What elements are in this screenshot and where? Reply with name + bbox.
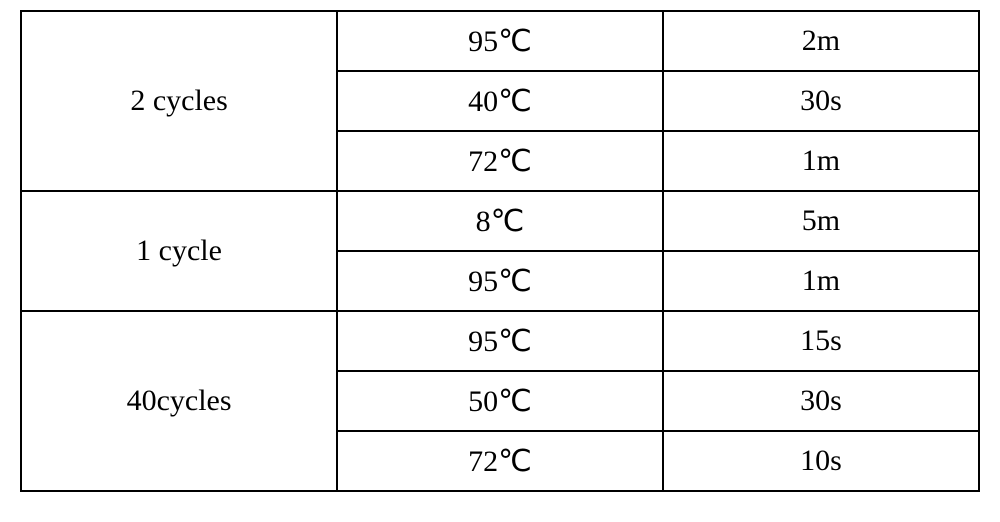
- table-row: 40cycles 95℃ 15s: [21, 311, 979, 371]
- temp-cell: 72℃: [337, 131, 663, 191]
- time-cell: 30s: [663, 371, 979, 431]
- cycles-cell: 2 cycles: [21, 11, 337, 191]
- time-cell: 15s: [663, 311, 979, 371]
- temp-cell: 72℃: [337, 431, 663, 491]
- pcr-cycles-table-container: 2 cycles 95℃ 2m 40℃ 30s 72℃ 1m 1 cycle 8…: [20, 10, 980, 492]
- temp-cell: 95℃: [337, 311, 663, 371]
- cycles-cell: 40cycles: [21, 311, 337, 491]
- temp-cell: 95℃: [337, 11, 663, 71]
- time-cell: 10s: [663, 431, 979, 491]
- time-cell: 2m: [663, 11, 979, 71]
- temp-cell: 50℃: [337, 371, 663, 431]
- temp-cell: 40℃: [337, 71, 663, 131]
- time-cell: 1m: [663, 251, 979, 311]
- time-cell: 5m: [663, 191, 979, 251]
- temp-cell: 8℃: [337, 191, 663, 251]
- table-row: 2 cycles 95℃ 2m: [21, 11, 979, 71]
- cycles-cell: 1 cycle: [21, 191, 337, 311]
- temp-cell: 95℃: [337, 251, 663, 311]
- time-cell: 1m: [663, 131, 979, 191]
- pcr-cycles-table: 2 cycles 95℃ 2m 40℃ 30s 72℃ 1m 1 cycle 8…: [20, 10, 980, 492]
- time-cell: 30s: [663, 71, 979, 131]
- table-row: 1 cycle 8℃ 5m: [21, 191, 979, 251]
